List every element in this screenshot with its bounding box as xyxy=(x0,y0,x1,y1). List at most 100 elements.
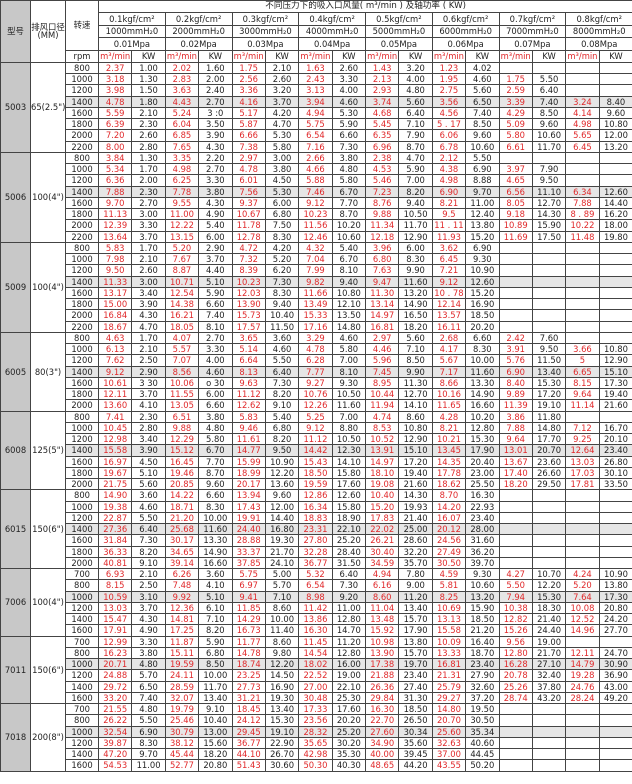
power-cell: 6.00 xyxy=(198,230,233,243)
flow-cell: 23.25 xyxy=(231,669,266,682)
flow-cell: 8.95 xyxy=(364,376,400,390)
flow-cell: 6.04 xyxy=(164,118,200,131)
power-cell: 12.70 xyxy=(398,388,433,401)
power-cell: 6.40 xyxy=(531,84,567,97)
power-cell: 30.10 xyxy=(598,466,632,480)
power-cell: 7.60 xyxy=(531,331,567,345)
table-row: 2000 7.20 2.60 6.85 3.90 6.66 5.30 6.54 6.60 6.35… xyxy=(1,129,632,142)
rpm-cell: 1000 xyxy=(65,343,99,356)
rpm-cell: 800 xyxy=(65,331,99,345)
flow-cell: 14.35 xyxy=(431,455,467,468)
flow-cell: 8.39 xyxy=(231,264,266,277)
power-cell: 15.20 xyxy=(465,286,500,300)
flow-cell: 13.60 xyxy=(97,399,133,412)
rpm-cell: 700 xyxy=(65,568,99,581)
flow-cell: 22.70 xyxy=(364,714,400,727)
flow-cell: 6.80 xyxy=(364,253,400,266)
power-cell: 6.10 xyxy=(198,601,233,615)
power-cell: 1.70 xyxy=(131,331,166,345)
flow-cell: 27.80 xyxy=(298,534,333,547)
flow-cell: 8.53 xyxy=(364,421,400,435)
flow-cell: 20.70 xyxy=(431,714,467,727)
flow-cell: 5.75 xyxy=(298,118,333,131)
power-cell: 3.40 xyxy=(131,433,166,446)
power-cell xyxy=(598,545,632,558)
rpm-cell: 700 xyxy=(65,703,99,716)
flow-cell xyxy=(565,151,600,165)
power-cell: 2.00 xyxy=(198,73,233,86)
flow-cell: 12.11 xyxy=(565,646,600,660)
table-row: 1800 19.67 5.10 19.46 8.70 18.99 12.20 18.50 15.… xyxy=(1,466,632,480)
flow-cell xyxy=(498,241,533,255)
flow-cell: 4.38 xyxy=(431,163,467,176)
flow-cell: 2.68 xyxy=(431,331,467,345)
rpm-cell: 800 xyxy=(65,61,99,75)
flow-cell: 18.05 xyxy=(164,320,200,333)
power-cell: 9.50 xyxy=(531,343,567,356)
flow-cell: 7.21 xyxy=(431,264,467,277)
port-cell: 150(6") xyxy=(30,635,66,705)
power-cell: 19.30 xyxy=(264,534,300,547)
flow-cell xyxy=(498,320,533,333)
flow-cell: 9.12 xyxy=(431,275,467,288)
flow-cell: 6.78 xyxy=(431,140,467,153)
power-cell xyxy=(598,84,632,97)
flow-cell: 17.91 xyxy=(97,624,133,637)
power-cell: 6.50 xyxy=(131,680,166,693)
power-cell: 44.20 xyxy=(398,759,433,772)
power-cell: 3.00 xyxy=(131,208,166,221)
flow-unit-header: m³/min xyxy=(364,49,400,63)
power-cell: 19.70 xyxy=(398,658,433,671)
power-cell: 5.10 xyxy=(131,466,166,480)
flow-cell: 35.65 xyxy=(298,736,333,750)
flow-unit-header: m³/min xyxy=(231,49,266,63)
port-cell: 65(2.5") xyxy=(30,61,66,153)
flow-cell: 7.56 xyxy=(231,185,266,198)
power-cell: 14.90 xyxy=(465,388,500,401)
flow-cell: 34.59 xyxy=(364,556,400,570)
flow-cell xyxy=(498,545,533,558)
power-cell: 8.20 xyxy=(264,388,300,401)
rpm-cell: 1000 xyxy=(65,500,99,513)
flow-cell xyxy=(565,61,600,75)
power-cell: 20.10 xyxy=(598,433,632,446)
flow-cell: 11.85 xyxy=(231,601,266,615)
power-cell: 4.50 xyxy=(264,174,300,187)
flow-cell: 7.67 xyxy=(164,253,200,266)
table-row: 1200 39.87 8.30 38.12 15.60 36.77 22.90 35.65 30… xyxy=(1,736,632,750)
flow-cell: 9.18 xyxy=(498,208,533,221)
flow-cell: 29.27 xyxy=(431,691,467,705)
power-cell: 6.90 xyxy=(131,725,166,738)
power-cell: 9.60 xyxy=(264,489,300,502)
flow-cell: 5.45 xyxy=(364,118,400,131)
flow-cell: 1.23 xyxy=(431,61,467,75)
power-cell: 5.90 xyxy=(331,118,367,131)
power-cell: 15.90 xyxy=(465,601,500,615)
power-cell: 9.00 xyxy=(398,579,433,592)
power-cell: 3.30 xyxy=(198,174,233,187)
flow-cell: 20.78 xyxy=(498,669,533,682)
flow-cell: 7.20 xyxy=(97,129,133,142)
pressure-mpa: 0.04Mpa xyxy=(298,37,366,51)
flow-cell: 18.62 xyxy=(431,478,467,491)
flow-cell: 15.58 xyxy=(431,624,467,637)
flow-cell: 5.25 xyxy=(298,410,333,423)
flow-cell: 1.43 xyxy=(364,61,400,75)
power-cell: 14.80 xyxy=(331,320,367,333)
flow-cell xyxy=(498,275,533,288)
flow-cell: 6.16 xyxy=(364,579,400,592)
flow-cell: 5.17 xyxy=(231,106,266,120)
flow-cell: 14.79 xyxy=(565,658,600,671)
flow-cell: 22.02 xyxy=(364,523,400,536)
flow-cell: 9.89 xyxy=(498,388,533,401)
power-cell: 9.20 xyxy=(331,590,367,603)
power-cell: 21.20 xyxy=(465,624,500,637)
flow-cell: 19.28 xyxy=(565,669,600,682)
model-cell: 6015 xyxy=(0,489,31,570)
power-cell: 7.10 xyxy=(398,343,433,356)
power-cell: 20.20 xyxy=(465,320,500,333)
flow-cell xyxy=(498,253,533,266)
power-cell: 5.90 xyxy=(398,163,433,176)
rpm-cell: 1000 xyxy=(65,163,99,176)
flow-cell: 6.39 xyxy=(97,118,133,131)
